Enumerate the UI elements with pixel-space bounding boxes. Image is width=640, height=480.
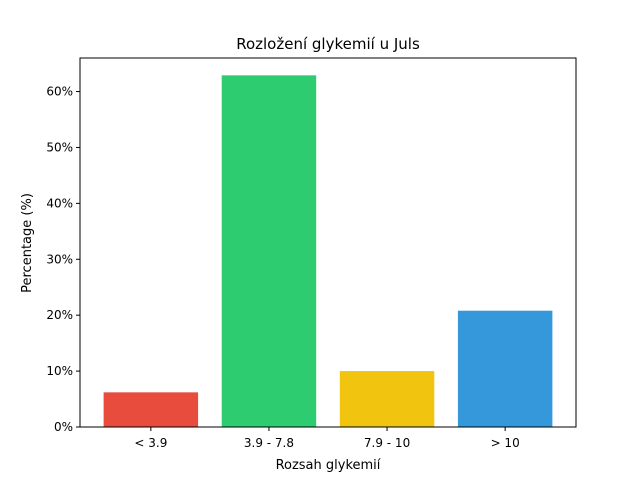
y-tick-label: 0% — [54, 420, 73, 434]
chart-title: Rozložení glykemií u Juls — [236, 35, 420, 53]
bars-group — [103, 75, 553, 427]
x-axis-ticks: < 3.9 3.9 - 7.8 7.9 - 10 > 10 — [134, 427, 520, 450]
y-tick-label: 10% — [46, 364, 73, 378]
bar-3 — [457, 310, 553, 427]
y-tick-label: 20% — [46, 308, 73, 322]
x-tick-label: > 10 — [491, 436, 520, 450]
x-tick-label: < 3.9 — [134, 436, 167, 450]
plot-frame — [79, 57, 577, 428]
bar-1 — [221, 75, 317, 427]
y-tick-label: 30% — [46, 252, 73, 266]
y-axis-ticks: 0% 10% 20% 30% 40% 50% 60% — [46, 85, 80, 434]
y-tick-label: 40% — [46, 196, 73, 210]
y-tick-label: 50% — [46, 140, 73, 154]
x-tick-label: 7.9 - 10 — [364, 436, 410, 450]
y-tick-label: 60% — [46, 85, 73, 99]
bar-0 — [103, 392, 199, 427]
bar-2 — [339, 371, 435, 427]
x-tick-label: 3.9 - 7.8 — [244, 436, 294, 450]
x-axis-label: Rozsah glykemií — [276, 458, 381, 473]
y-axis-label: Percentage (%) — [20, 193, 35, 293]
